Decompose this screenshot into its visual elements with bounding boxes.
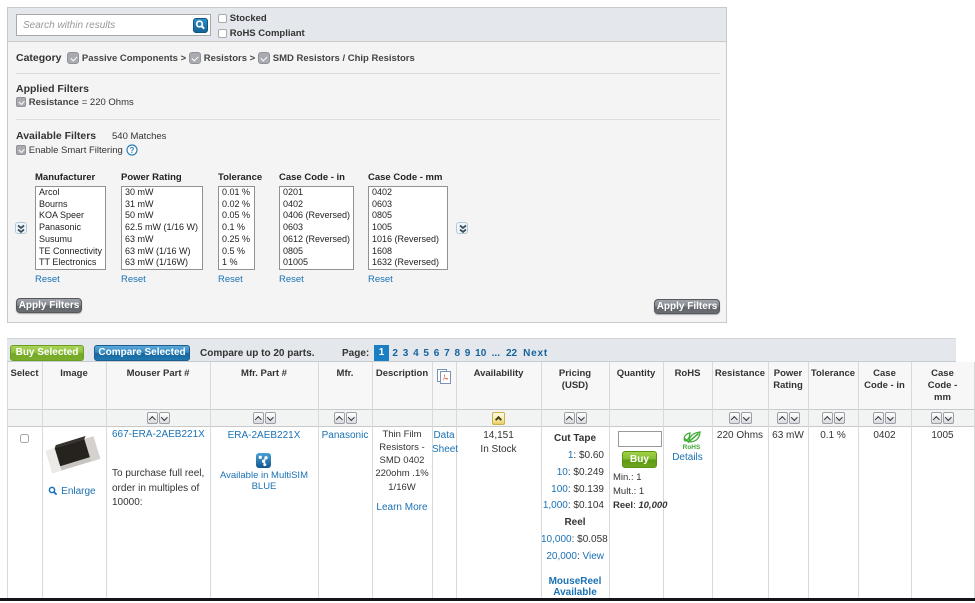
svg-text:?: ? (129, 146, 134, 155)
svg-text:RoHS: RoHS (683, 444, 701, 450)
